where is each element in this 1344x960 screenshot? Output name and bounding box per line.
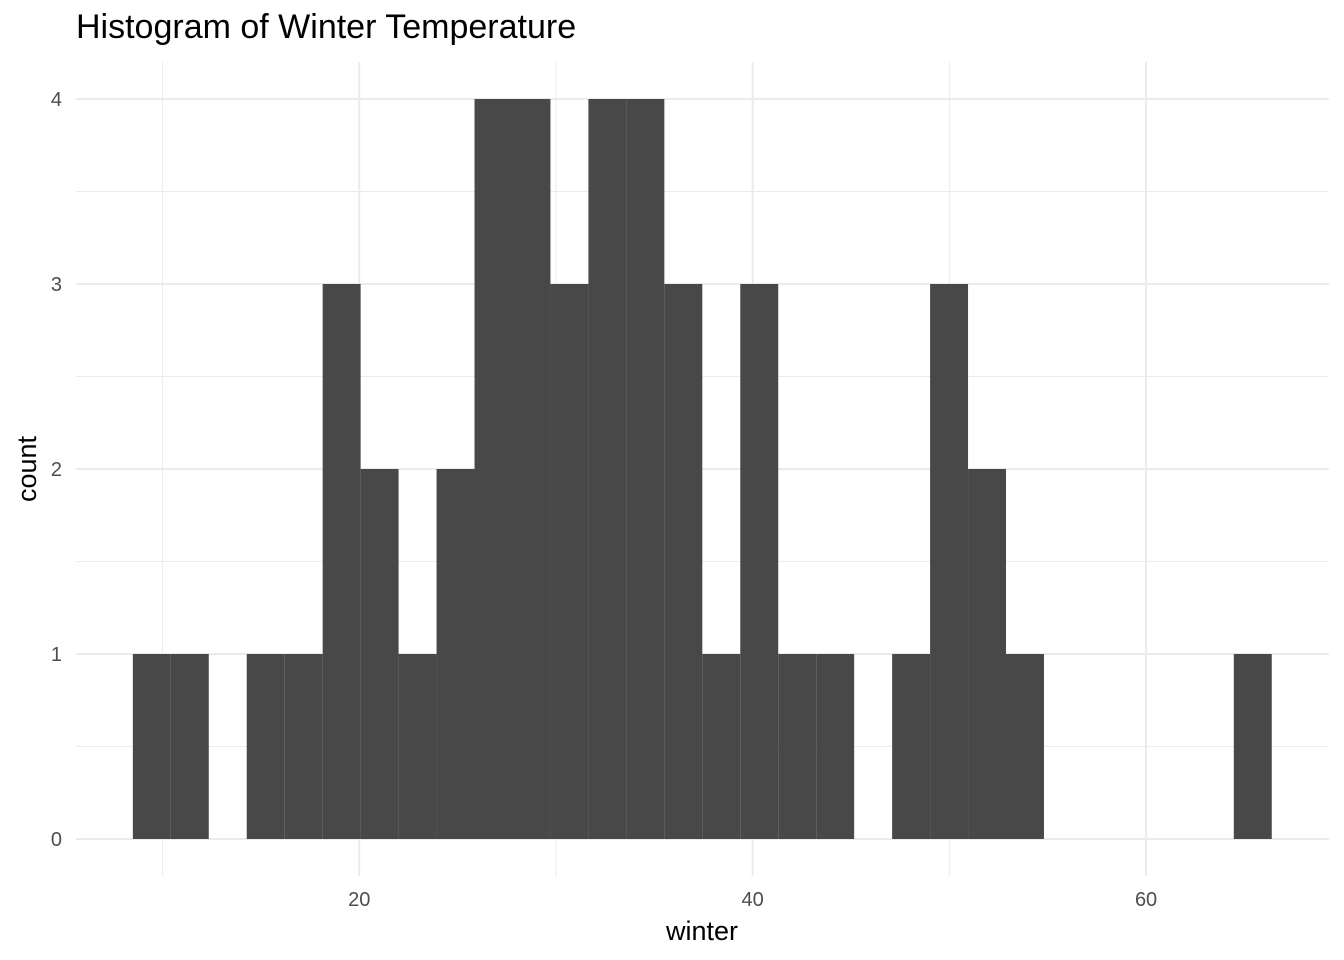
x-tick-label: 60 <box>1135 889 1157 911</box>
histogram-bar <box>664 284 703 839</box>
histogram-bars <box>132 99 1272 839</box>
y-tick-label: 3 <box>51 274 62 296</box>
histogram-bar <box>132 654 171 839</box>
histogram-bar <box>1233 654 1272 839</box>
histogram-bar <box>170 654 209 839</box>
histogram-bar <box>892 654 931 839</box>
histogram-bar <box>284 654 323 839</box>
histogram-bar <box>930 284 969 839</box>
histogram-bar <box>740 284 779 839</box>
y-axis-title: count <box>12 435 42 502</box>
histogram-bar <box>588 99 627 839</box>
x-axis-title: winter <box>665 916 738 946</box>
y-tick-label: 2 <box>51 459 62 481</box>
histogram-bar <box>1006 654 1044 839</box>
x-axis-ticks: 20 40 60 <box>348 889 1157 911</box>
histogram-bar <box>474 99 513 839</box>
histogram-bar <box>360 469 399 839</box>
histogram-bar <box>246 654 285 839</box>
histogram-bar <box>702 654 741 839</box>
histogram-bar <box>550 284 589 839</box>
y-tick-label: 4 <box>51 89 62 111</box>
chart-title: Histogram of Winter Temperature <box>76 8 577 46</box>
y-axis-ticks: 0 1 2 3 4 <box>51 89 62 851</box>
histogram-bar <box>816 654 855 839</box>
histogram-bar <box>512 99 551 839</box>
histogram-bar <box>322 284 361 839</box>
histogram-bar <box>398 654 437 839</box>
histogram-bar <box>778 654 817 839</box>
y-tick-label: 0 <box>51 829 62 851</box>
x-tick-label: 40 <box>742 889 764 911</box>
y-tick-label: 1 <box>51 644 62 666</box>
histogram-bar <box>626 99 665 839</box>
histogram-bar <box>436 469 475 839</box>
histogram-bar <box>968 469 1007 839</box>
x-tick-label: 20 <box>348 889 370 911</box>
